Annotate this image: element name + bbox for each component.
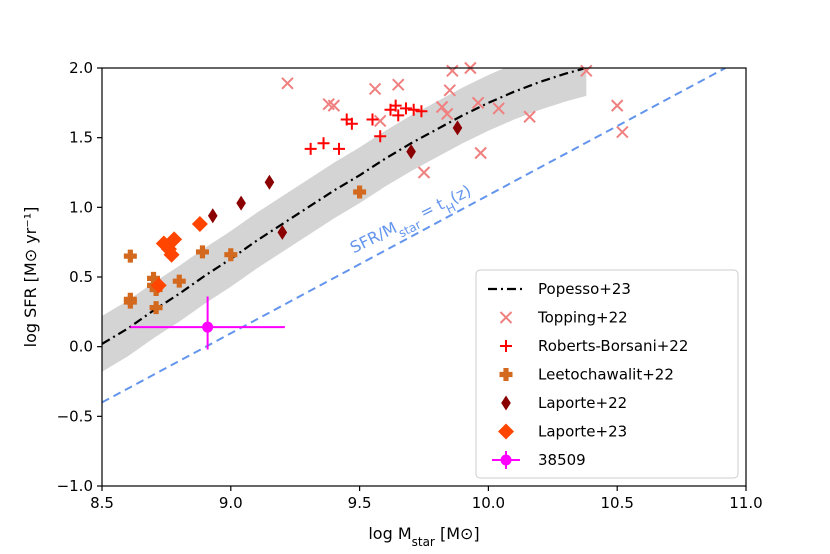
point-topping-22-13 <box>474 146 487 160</box>
point-topping-22-10 <box>446 64 459 77</box>
legend-handle-roberts-borsani-22 <box>500 340 512 352</box>
point-roberts-borsani-22-0 <box>304 142 317 155</box>
y-tick-label: −1.0 <box>57 477 93 495</box>
legend-handle-laporte-22 <box>501 395 511 411</box>
scatter-band-layer <box>102 68 587 372</box>
x-tick-label: 10.5 <box>600 494 633 512</box>
legend: Popesso+23 Topping+22 Roberts-Borsani+22 Le… <box>475 269 739 479</box>
point-laporte-22-1 <box>236 195 246 211</box>
point-topping-22-4 <box>392 78 405 91</box>
legend-handle-topping-22 <box>499 311 513 324</box>
point-topping-22-8 <box>440 107 454 121</box>
point-roberts-borsani-22-1 <box>317 137 330 150</box>
x-tick-label: 9.5 <box>348 494 372 512</box>
point-roberts-borsani-22-4 <box>345 117 358 130</box>
point-roberts-borsani-22-2 <box>332 142 345 155</box>
x-tick-label: 11.0 <box>729 494 762 512</box>
legend-label-laporte-22: Laporte+22 <box>538 394 627 412</box>
point-roberts-borsani-22-5 <box>366 113 379 126</box>
y-tick-label: 1.5 <box>69 129 93 147</box>
point-topping-22-17 <box>610 99 624 112</box>
point-topping-22-5 <box>374 114 387 128</box>
point-topping-22-7 <box>435 100 449 114</box>
point-topping-22-6 <box>417 166 431 179</box>
point-leetochawalit-22-7 <box>172 274 186 288</box>
point-laporte-23-3 <box>163 246 180 263</box>
legend-handle-laporte-23 <box>498 423 514 440</box>
tick-layer: 8.5 9.0 9.5 10.0 10.5 11.0 −1.0 −0.5 0.0 0.5 1.0 1.… <box>57 59 763 512</box>
line-thubble <box>102 68 726 404</box>
point-topping-22-12 <box>471 96 485 110</box>
line-layer <box>102 68 726 404</box>
point-leetochawalit-22-0 <box>123 249 137 263</box>
legend-label-laporte-23: Laporte+23 <box>538 423 627 441</box>
x-tick-label: 10.0 <box>472 494 505 512</box>
x-tick-label: 8.5 <box>90 494 114 512</box>
popesso-scatter-band <box>102 68 587 372</box>
point-topping-22-14 <box>492 102 505 115</box>
point-roberts-borsani-22-8 <box>389 99 402 112</box>
y-tick-label: 1.0 <box>69 198 93 216</box>
point-laporte-22-3 <box>277 224 288 240</box>
point-38509-0 <box>202 321 214 333</box>
y-tick-label: 2.0 <box>69 59 93 77</box>
point-topping-22-2 <box>327 99 341 112</box>
point-leetochawalit-22-9 <box>224 248 238 262</box>
point-laporte-22-4 <box>406 144 416 160</box>
point-leetochawalit-22-10 <box>353 185 367 199</box>
point-roberts-borsani-22-11 <box>407 103 420 116</box>
point-laporte-22-2 <box>264 174 275 190</box>
point-topping-22-9 <box>443 84 456 97</box>
point-topping-22-18 <box>616 125 629 139</box>
y-tick-label: 0.0 <box>69 338 93 356</box>
point-topping-22-15 <box>523 110 536 123</box>
point-laporte-23-5 <box>191 216 208 233</box>
point-leetochawalit-22-8 <box>195 245 209 259</box>
x-axis-label: log Mstar [M⊙] <box>368 524 479 549</box>
legend-label-popesso-23: Popesso+23 <box>538 280 631 298</box>
point-laporte-22-5 <box>452 120 463 136</box>
legend-handle-38509 <box>500 454 512 466</box>
point-roberts-borsani-22-12 <box>415 105 428 118</box>
point-laporte-23-4 <box>166 231 183 248</box>
x-tick-label: 9.0 <box>219 494 243 512</box>
point-leetochawalit-22-6 <box>149 301 163 315</box>
point-laporte-22-0 <box>207 208 218 224</box>
point-leetochawalit-22-2 <box>123 295 137 309</box>
y-tick-label: −0.5 <box>57 407 93 425</box>
point-roberts-borsani-22-6 <box>374 130 387 143</box>
point-topping-22-0 <box>281 77 294 90</box>
point-laporte-23-0 <box>150 277 167 294</box>
point-roberts-borsani-22-10 <box>399 102 412 115</box>
point-layer <box>123 61 629 350</box>
legend-label-38509: 38509 <box>538 451 586 469</box>
point-leetochawalit-22-3 <box>147 271 161 285</box>
legend-label-topping-22: Topping+22 <box>537 309 628 327</box>
legend-handle-leetochawalit-22 <box>499 368 513 381</box>
point-roberts-borsani-22-9 <box>392 109 405 122</box>
y-tick-label: 0.5 <box>69 268 93 286</box>
y-axis-label: log SFR [M⊙ yr⁻¹] <box>21 207 40 348</box>
legend-label-leetochawalit-22: Leetochawalit+22 <box>538 366 674 384</box>
legend-label-roberts-borsani-22: Roberts-Borsani+22 <box>538 337 688 355</box>
legend-frame <box>475 269 739 479</box>
line-popesso-23 <box>102 68 587 345</box>
point-topping-22-3 <box>368 82 382 96</box>
point-topping-22-16 <box>580 64 593 77</box>
